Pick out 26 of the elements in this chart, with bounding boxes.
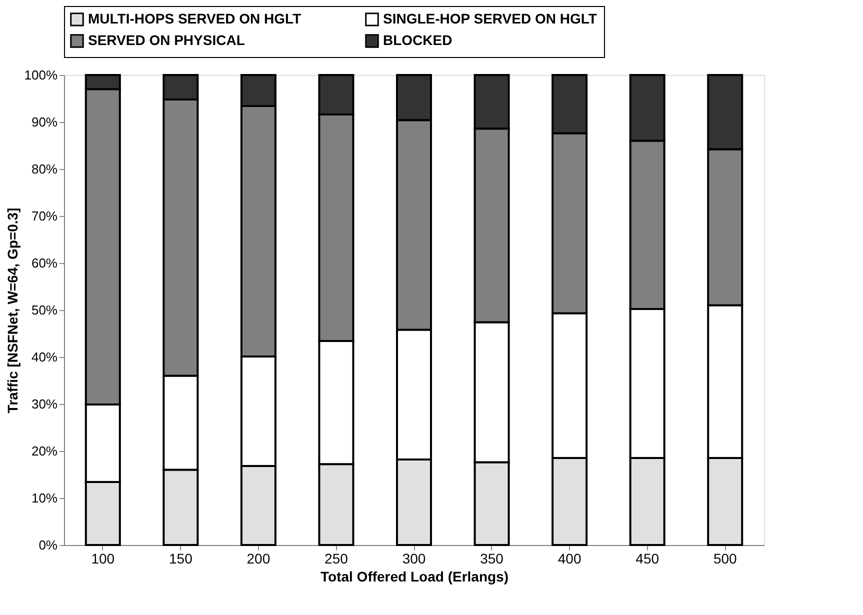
x-tick-label: 300 [402,550,426,566]
x-tick-label: 250 [324,550,348,566]
y-tick-label: 60% [31,256,58,270]
legend-label: BLOCKED [383,32,452,48]
legend-label: SERVED ON PHYSICAL [88,32,246,48]
x-tick-label: 100 [91,550,115,566]
y-tick-label: 90% [31,114,58,130]
y-axis-title: Traffic [NSFNet, W=64, Gp=0.3] [4,208,20,414]
y-tick-label: 40% [31,350,58,364]
y-tick-label: 30% [31,396,58,412]
x-tick-label: 200 [246,550,270,566]
x-tick-label: 500 [713,550,738,566]
legend-label: SINGLE-HOP SERVED ON HGLT [383,10,598,26]
y-tick-label: 20% [31,444,58,458]
y-tick-label: 50% [31,302,58,318]
x-tick-label: 400 [558,550,582,566]
y-tick-label: 70% [31,208,58,224]
x-tick-label: 450 [636,550,660,566]
y-tick-label: 80% [31,162,58,176]
y-tick-label: 0% [38,538,58,552]
x-tick-label: 150 [168,550,193,566]
y-tick-label: 10% [31,490,58,506]
x-tick-label: 350 [480,550,504,566]
x-axis-title: Total Offered Load (Erlangs) [320,568,508,584]
y-tick-label: 100% [24,68,58,82]
legend-label: MULTI-HOPS SERVED ON HGLT [88,10,302,26]
